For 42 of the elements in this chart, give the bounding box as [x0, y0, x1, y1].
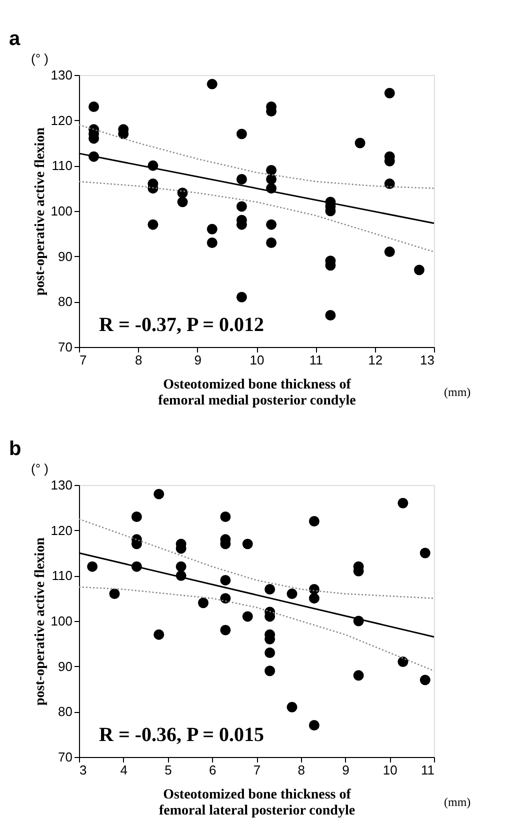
x-axis-title: Osteotomized bone thickness of femoral medial posterior condyle — [158, 378, 356, 408]
text: (mm) — [444, 385, 471, 399]
x-tick-label: 12 — [368, 352, 383, 368]
x-tick-label: 11 — [309, 352, 323, 368]
y-tick-label: 90 — [58, 248, 72, 264]
y-axis-title: post-operative active flexion — [32, 127, 48, 296]
chart-title: a — [9, 28, 21, 50]
x-tick-label: 9 — [342, 762, 350, 778]
x-tick-label: 5 — [164, 762, 172, 778]
y-tick-label: 130 — [50, 68, 72, 82]
x-tick-label: 10 — [250, 352, 264, 368]
x-tick-label: 7 — [253, 762, 261, 778]
x-tick-label: 10 — [382, 762, 398, 778]
y-tick-label: 120 — [50, 112, 72, 128]
y-tick-label: 130 — [50, 478, 72, 492]
chart-title: b — [9, 438, 22, 460]
annotation: R = -0.37, P = 0.012 — [99, 314, 264, 336]
y-tick-label: 110 — [52, 158, 72, 174]
y-tick-label: 70 — [58, 750, 72, 764]
text: (° ) — [31, 51, 48, 66]
x-tick-label: 6 — [209, 762, 216, 778]
y-tick-label: 80 — [58, 294, 72, 310]
y-tick-label: 110 — [52, 568, 72, 584]
x-tick-label: 4 — [120, 762, 128, 778]
y-tick-label: 100 — [50, 204, 72, 218]
y-axis-title: post-operative active flexion — [32, 537, 48, 706]
y-tick-label: 100 — [50, 614, 72, 628]
x-tick-label: 9 — [194, 352, 202, 368]
x-tick-label: 13 — [420, 352, 434, 368]
y-tick-label: 90 — [58, 658, 72, 674]
y-tick-label: 70 — [58, 340, 72, 354]
x-tick-label: 3 — [80, 762, 87, 778]
text: (mm) — [444, 795, 471, 809]
x-tick-label: 8 — [135, 352, 142, 368]
x-axis-title: Osteotomized bone thickness of femoral lateral posterior condyle — [158, 788, 356, 818]
x-tick-label: 11 — [421, 762, 434, 778]
x-tick-label: 7 — [80, 352, 87, 368]
annotation: R = -0.36, P = 0.015 — [99, 724, 264, 746]
y-tick-label: 80 — [58, 704, 72, 720]
text: (° ) — [31, 461, 48, 476]
y-tick-label: 120 — [50, 522, 72, 538]
x-tick-label: 8 — [298, 762, 305, 778]
